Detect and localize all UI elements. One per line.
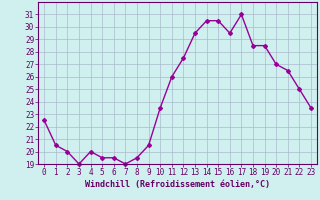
X-axis label: Windchill (Refroidissement éolien,°C): Windchill (Refroidissement éolien,°C) [85, 180, 270, 189]
